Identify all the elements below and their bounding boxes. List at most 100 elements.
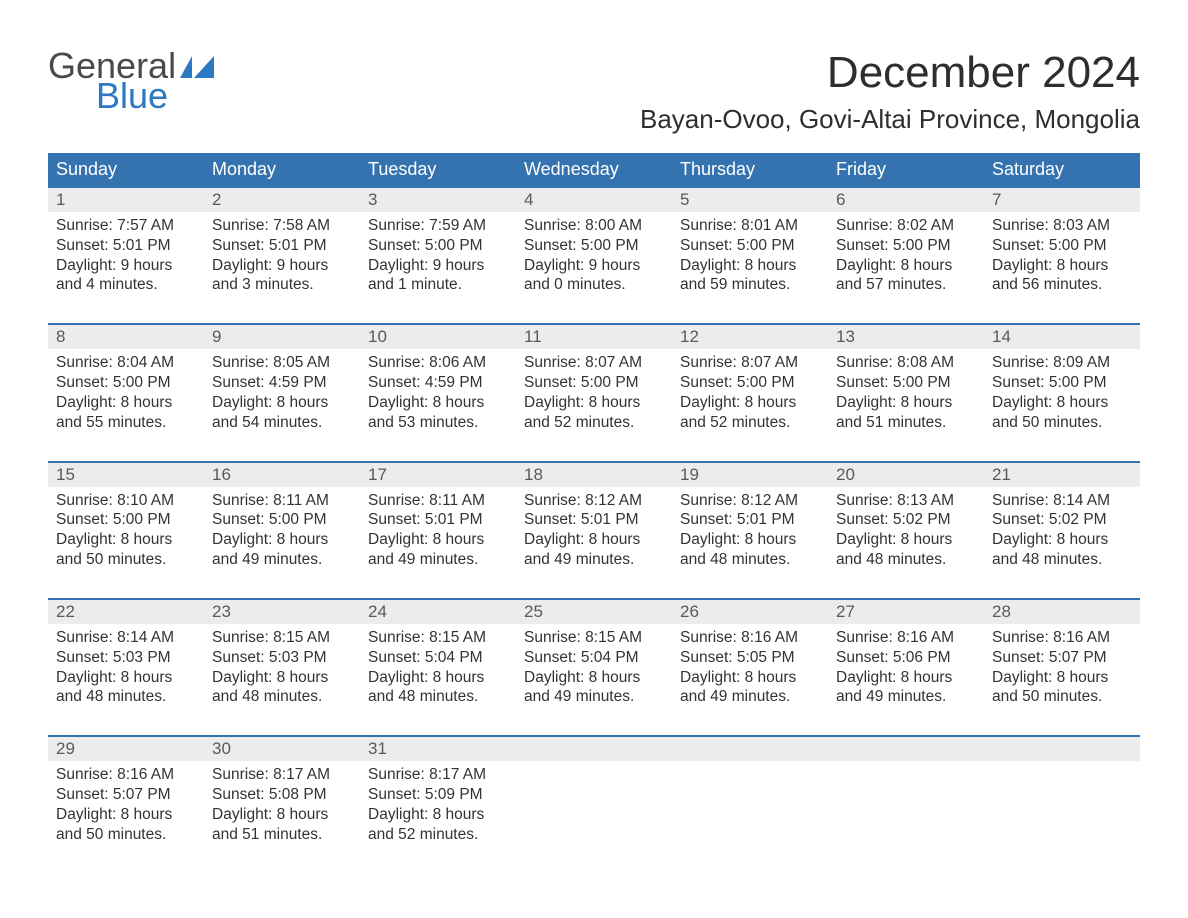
sunset-text: Sunset: 5:00 PM: [680, 236, 820, 256]
date-number: 29: [48, 737, 204, 761]
sunrise-text: Sunrise: 8:14 AM: [56, 628, 196, 648]
sunset-text: Sunset: 5:05 PM: [680, 648, 820, 668]
calendar: Sunday Monday Tuesday Wednesday Thursday…: [48, 153, 1140, 863]
daylight-text: Daylight: 8 hours: [992, 393, 1132, 413]
day-name: Thursday: [672, 153, 828, 186]
sunset-text: Sunset: 5:00 PM: [992, 373, 1132, 393]
date-number: 26: [672, 600, 828, 624]
daylight-text: Daylight: 8 hours: [680, 530, 820, 550]
daylight-text: Daylight: 8 hours: [992, 668, 1132, 688]
date-number-row: 1234567: [48, 188, 1140, 212]
daylight-text: and 51 minutes.: [212, 825, 352, 845]
date-number: 21: [984, 463, 1140, 487]
sunset-text: Sunset: 5:09 PM: [368, 785, 508, 805]
sunrise-text: Sunrise: 7:59 AM: [368, 216, 508, 236]
sunrise-text: Sunrise: 8:05 AM: [212, 353, 352, 373]
day-cell: Sunrise: 8:15 AMSunset: 5:04 PMDaylight:…: [360, 624, 516, 725]
day-cell: Sunrise: 8:00 AMSunset: 5:00 PMDaylight:…: [516, 212, 672, 313]
date-number: 24: [360, 600, 516, 624]
sunrise-text: Sunrise: 8:17 AM: [368, 765, 508, 785]
date-number: 17: [360, 463, 516, 487]
day-cell: Sunrise: 8:12 AMSunset: 5:01 PMDaylight:…: [516, 487, 672, 588]
sunrise-text: Sunrise: 8:11 AM: [368, 491, 508, 511]
daylight-text: and 50 minutes.: [992, 413, 1132, 433]
date-number: 9: [204, 325, 360, 349]
sunrise-text: Sunrise: 8:12 AM: [524, 491, 664, 511]
date-number: 18: [516, 463, 672, 487]
day-cell: Sunrise: 8:16 AMSunset: 5:06 PMDaylight:…: [828, 624, 984, 725]
sunrise-text: Sunrise: 8:16 AM: [56, 765, 196, 785]
daylight-text: Daylight: 8 hours: [836, 393, 976, 413]
daylight-text: Daylight: 8 hours: [56, 668, 196, 688]
date-number: 31: [360, 737, 516, 761]
day-cell: Sunrise: 8:11 AMSunset: 5:01 PMDaylight:…: [360, 487, 516, 588]
flag-icon: [180, 56, 214, 78]
daylight-text: Daylight: 8 hours: [836, 256, 976, 276]
sunset-text: Sunset: 5:00 PM: [836, 373, 976, 393]
day-cell: Sunrise: 8:16 AMSunset: 5:07 PMDaylight:…: [48, 761, 204, 862]
day-cell: Sunrise: 8:06 AMSunset: 4:59 PMDaylight:…: [360, 349, 516, 450]
daylight-text: Daylight: 8 hours: [212, 668, 352, 688]
daylight-text: Daylight: 9 hours: [212, 256, 352, 276]
date-number: [984, 737, 1140, 761]
day-cell: Sunrise: 8:15 AMSunset: 5:03 PMDaylight:…: [204, 624, 360, 725]
day-cell: Sunrise: 8:12 AMSunset: 5:01 PMDaylight:…: [672, 487, 828, 588]
day-name: Monday: [204, 153, 360, 186]
sunset-text: Sunset: 5:00 PM: [680, 373, 820, 393]
daylight-text: and 48 minutes.: [680, 550, 820, 570]
date-number: 25: [516, 600, 672, 624]
sunrise-text: Sunrise: 8:15 AM: [212, 628, 352, 648]
location-subtitle: Bayan-Ovoo, Govi-Altai Province, Mongoli…: [640, 104, 1140, 135]
sunrise-text: Sunrise: 8:10 AM: [56, 491, 196, 511]
daylight-text: Daylight: 8 hours: [680, 256, 820, 276]
sunrise-text: Sunrise: 8:16 AM: [836, 628, 976, 648]
day-cell: Sunrise: 8:09 AMSunset: 5:00 PMDaylight:…: [984, 349, 1140, 450]
sunrise-text: Sunrise: 8:11 AM: [212, 491, 352, 511]
week-row: 891011121314Sunrise: 8:04 AMSunset: 5:00…: [48, 323, 1140, 450]
daylight-text: Daylight: 8 hours: [212, 530, 352, 550]
date-number: 14: [984, 325, 1140, 349]
sunrise-text: Sunrise: 8:04 AM: [56, 353, 196, 373]
date-number: 10: [360, 325, 516, 349]
date-number: 16: [204, 463, 360, 487]
daylight-text: and 50 minutes.: [56, 550, 196, 570]
day-cell: Sunrise: 8:13 AMSunset: 5:02 PMDaylight:…: [828, 487, 984, 588]
date-number: 2: [204, 188, 360, 212]
daylight-text: Daylight: 8 hours: [992, 256, 1132, 276]
day-cell: Sunrise: 8:04 AMSunset: 5:00 PMDaylight:…: [48, 349, 204, 450]
sunset-text: Sunset: 5:00 PM: [524, 373, 664, 393]
sunrise-text: Sunrise: 8:07 AM: [524, 353, 664, 373]
daylight-text: and 49 minutes.: [368, 550, 508, 570]
daylight-text: Daylight: 8 hours: [992, 530, 1132, 550]
daylight-text: Daylight: 8 hours: [524, 530, 664, 550]
daylight-text: and 48 minutes.: [368, 687, 508, 707]
sunset-text: Sunset: 5:07 PM: [992, 648, 1132, 668]
daylight-text: Daylight: 8 hours: [56, 393, 196, 413]
daylight-text: and 49 minutes.: [524, 687, 664, 707]
date-number: 4: [516, 188, 672, 212]
logo-text-blue: Blue: [96, 78, 214, 114]
daylight-text: and 49 minutes.: [524, 550, 664, 570]
date-number: [672, 737, 828, 761]
sunrise-text: Sunrise: 8:14 AM: [992, 491, 1132, 511]
sunrise-text: Sunrise: 8:15 AM: [368, 628, 508, 648]
day-cell: Sunrise: 8:16 AMSunset: 5:05 PMDaylight:…: [672, 624, 828, 725]
daylight-text: and 50 minutes.: [992, 687, 1132, 707]
daylight-text: Daylight: 8 hours: [56, 805, 196, 825]
daylight-text: Daylight: 9 hours: [368, 256, 508, 276]
sunset-text: Sunset: 5:00 PM: [836, 236, 976, 256]
daylight-text: and 54 minutes.: [212, 413, 352, 433]
date-number: [828, 737, 984, 761]
day-cell: [672, 761, 828, 862]
daylight-text: and 59 minutes.: [680, 275, 820, 295]
sunrise-text: Sunrise: 8:15 AM: [524, 628, 664, 648]
daylight-text: Daylight: 8 hours: [212, 805, 352, 825]
daylight-text: Daylight: 8 hours: [368, 805, 508, 825]
daylight-text: and 4 minutes.: [56, 275, 196, 295]
day-name: Friday: [828, 153, 984, 186]
sunset-text: Sunset: 5:02 PM: [992, 510, 1132, 530]
date-number: 28: [984, 600, 1140, 624]
date-number: 3: [360, 188, 516, 212]
daylight-text: Daylight: 8 hours: [836, 530, 976, 550]
daylight-text: Daylight: 8 hours: [368, 668, 508, 688]
